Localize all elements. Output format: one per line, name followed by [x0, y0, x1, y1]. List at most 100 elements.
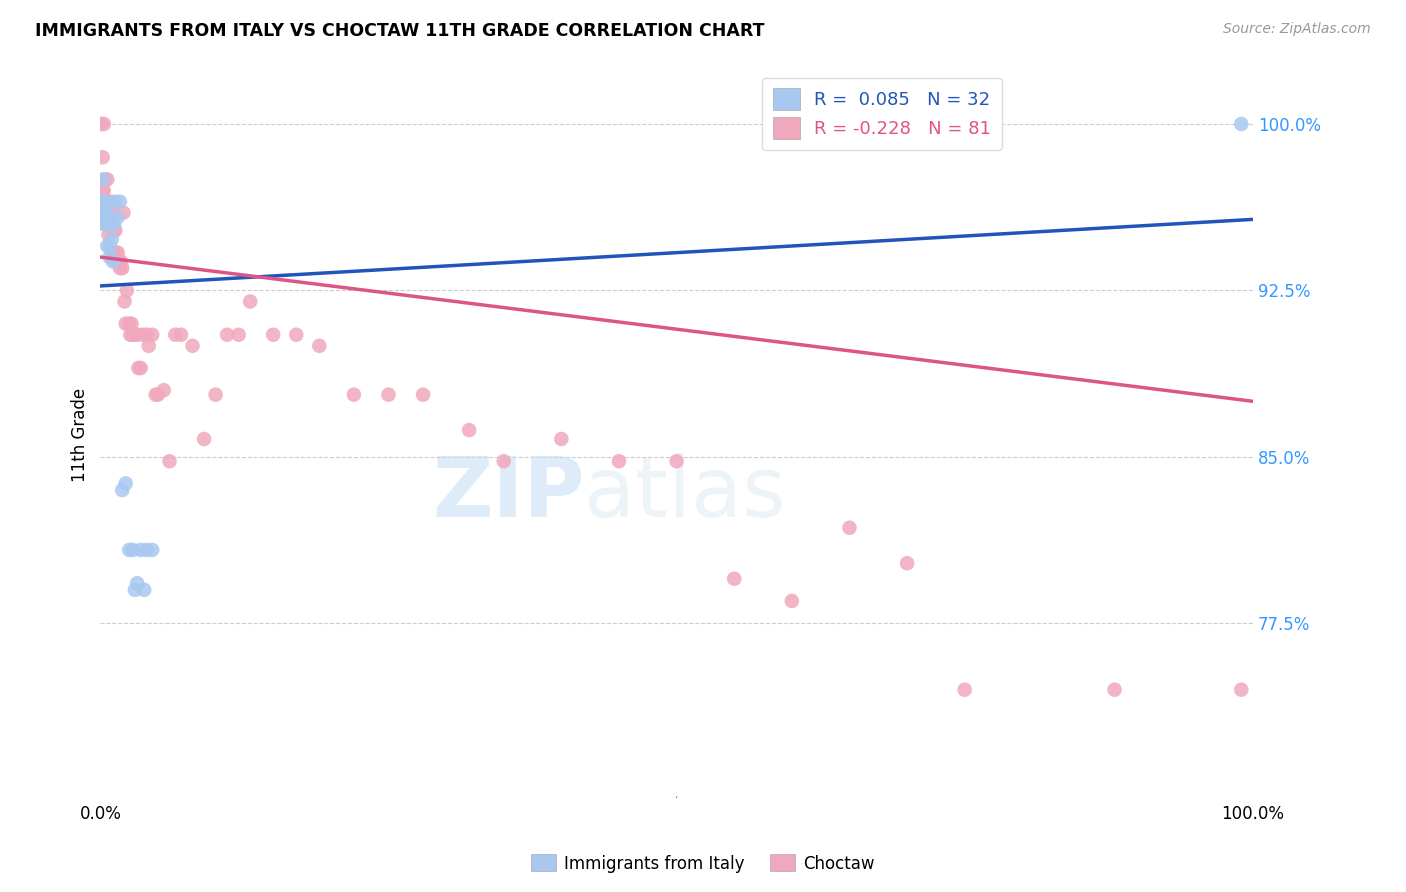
Point — [110, 254, 132, 268]
Legend: R =  0.085   N = 32, R = -0.228   N = 81: R = 0.085 N = 32, R = -0.228 N = 81 — [762, 78, 1002, 150]
Point — [1230, 117, 1253, 131]
Point — [105, 254, 128, 268]
Point — [204, 387, 226, 401]
Point — [141, 327, 163, 342]
Point — [262, 327, 284, 342]
Point — [152, 383, 174, 397]
Point — [120, 327, 142, 342]
Point — [129, 361, 152, 376]
Point — [91, 172, 114, 186]
Point — [100, 217, 122, 231]
Point — [108, 194, 131, 209]
Point — [100, 210, 122, 224]
Text: ZIP: ZIP — [432, 452, 585, 533]
Point — [129, 543, 152, 558]
Point — [377, 387, 399, 401]
Point — [550, 432, 572, 446]
Point — [104, 250, 127, 264]
Point — [97, 194, 120, 209]
Point — [217, 327, 239, 342]
Point — [101, 254, 124, 268]
Point — [607, 454, 630, 468]
Point — [96, 239, 118, 253]
Point — [132, 327, 155, 342]
Point — [723, 572, 745, 586]
Point — [308, 339, 330, 353]
Point — [107, 210, 129, 224]
Point — [91, 184, 114, 198]
Point — [111, 261, 134, 276]
Point — [98, 205, 121, 219]
Point — [94, 205, 117, 219]
Point — [101, 245, 124, 260]
Point — [159, 454, 181, 468]
Point — [93, 194, 115, 209]
Point — [118, 543, 141, 558]
Point — [111, 483, 134, 497]
Point — [93, 184, 115, 198]
Point — [838, 521, 860, 535]
Point — [1230, 682, 1253, 697]
Point — [114, 476, 136, 491]
Point — [114, 294, 136, 309]
Point — [96, 172, 118, 186]
Point — [134, 582, 156, 597]
Point — [146, 387, 169, 401]
Point — [127, 361, 149, 376]
Point — [93, 205, 115, 219]
Point — [94, 217, 117, 231]
Point — [107, 254, 129, 268]
Point — [228, 327, 250, 342]
Point — [103, 245, 125, 260]
Point — [94, 172, 117, 186]
Point — [107, 245, 129, 260]
Point — [412, 387, 434, 401]
Point — [94, 217, 117, 231]
Point — [103, 223, 125, 237]
Y-axis label: 11th Grade: 11th Grade — [72, 387, 89, 482]
Point — [193, 432, 215, 446]
Point — [170, 327, 193, 342]
Text: atlas: atlas — [585, 452, 786, 533]
Point — [97, 217, 120, 231]
Text: IMMIGRANTS FROM ITALY VS CHOCTAW 11TH GRADE CORRELATION CHART: IMMIGRANTS FROM ITALY VS CHOCTAW 11TH GR… — [35, 22, 765, 40]
Point — [96, 217, 118, 231]
Point — [107, 254, 129, 268]
Point — [285, 327, 308, 342]
Point — [118, 317, 141, 331]
Point — [97, 227, 120, 242]
Point — [98, 194, 121, 209]
Point — [953, 682, 976, 697]
Point — [103, 217, 125, 231]
Point — [665, 454, 688, 468]
Point — [90, 194, 112, 209]
Point — [104, 223, 127, 237]
Point — [135, 327, 157, 342]
Point — [94, 205, 117, 219]
Point — [165, 327, 187, 342]
Point — [124, 582, 146, 597]
Point — [108, 261, 131, 276]
Point — [145, 387, 167, 401]
Point — [100, 217, 122, 231]
Point — [98, 239, 121, 253]
Point — [127, 576, 149, 591]
Point — [93, 117, 115, 131]
Point — [181, 339, 204, 353]
Point — [94, 205, 117, 219]
Point — [121, 543, 143, 558]
Point — [101, 232, 124, 246]
Point — [896, 556, 918, 570]
Point — [343, 387, 366, 401]
Point — [114, 317, 136, 331]
Point — [121, 327, 143, 342]
Point — [90, 117, 112, 131]
Point — [105, 245, 128, 260]
Point — [141, 543, 163, 558]
Legend: Immigrants from Italy, Choctaw: Immigrants from Italy, Choctaw — [524, 847, 882, 880]
Point — [94, 210, 117, 224]
Point — [138, 339, 160, 353]
Point — [91, 205, 114, 219]
Point — [98, 217, 121, 231]
Point — [91, 150, 114, 164]
